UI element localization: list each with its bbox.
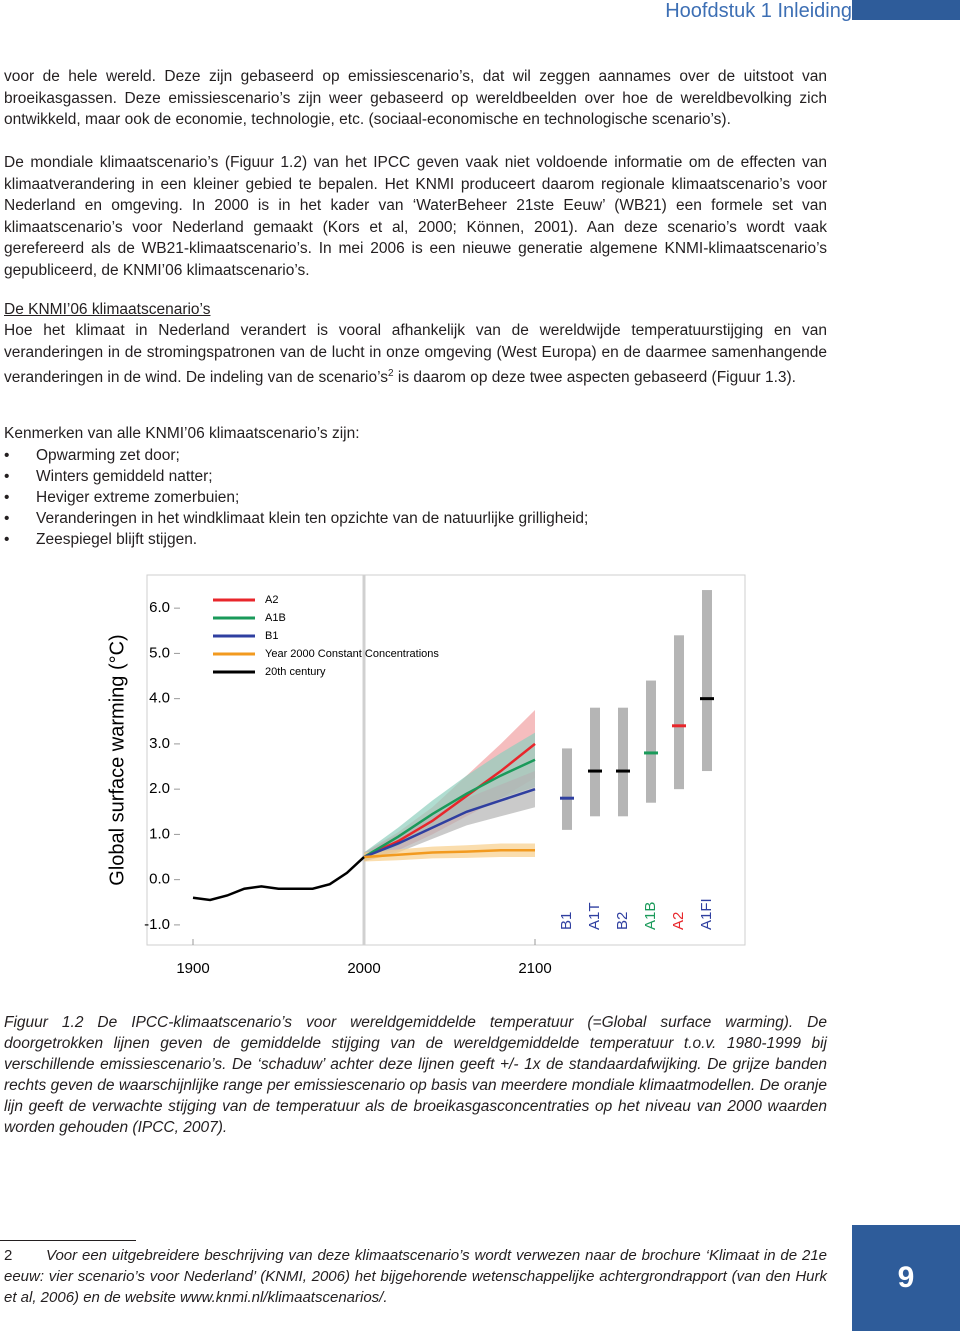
range-bar: [618, 707, 628, 817]
paragraph: De mondiale klimaatscenario’s (Figuur 1.…: [4, 154, 827, 279]
range-label: A1T: [586, 902, 603, 930]
legend-label: A2: [265, 594, 278, 606]
legend-label: A1B: [265, 612, 286, 624]
legend-label: Year 2000 Constant Concentrations: [265, 648, 439, 660]
footnote: 2 Voor een uitgebreidere beschrijving van…: [4, 1245, 827, 1308]
list-intro: Kenmerken van alle KNMI’06 klimaatscenar…: [4, 425, 360, 442]
footnote-rule: [0, 1240, 136, 1241]
footnote-text: Voor een uitgebreidere beschrijving van …: [4, 1247, 827, 1306]
y-tick-label: 1.0: [149, 825, 170, 842]
section-body: Hoe het klimaat in Nederland verandert i…: [4, 320, 827, 389]
y-axis-title: Global surface warming (°C): [106, 634, 128, 885]
section-heading: De KNMI’06 klimaatscenario’s: [4, 301, 211, 318]
range-label: A2: [670, 912, 687, 930]
bullet-item: Opwarming zet door;: [4, 445, 827, 466]
range-bar: [646, 680, 656, 803]
bullet-item: Winters gemiddeld natter;: [4, 466, 827, 487]
x-tick-label: 1900: [176, 960, 209, 975]
header-bar: [852, 0, 960, 20]
legend-label: B1: [265, 630, 278, 642]
footnote-number: 2: [4, 1247, 13, 1264]
legend-label: 20th century: [265, 666, 326, 678]
range-label: A1B: [642, 902, 659, 930]
list-block: Kenmerken van alle KNMI’06 klimaatscenar…: [4, 423, 827, 550]
y-tick-label: 6.0: [149, 599, 170, 616]
chart: Global surface warming (°C) -1.0 0.0 1.0 2.…: [106, 574, 746, 975]
range-label: A1FI: [698, 898, 715, 930]
range-bar: [702, 590, 712, 772]
bullet-list: Opwarming zet door; Winters gemiddeld na…: [4, 445, 827, 550]
y-tick-label: 3.0: [149, 735, 170, 752]
series-line: [363, 758, 536, 859]
range-label: B2: [614, 912, 631, 930]
figure-caption: Figuur 1.2 De IPCC-klimaatscenario’s voo…: [4, 1014, 827, 1136]
uncertainty-band: [364, 732, 535, 862]
paragraph: voor de hele wereld. Deze zijn gebaseerd…: [4, 68, 827, 128]
text: Hoe het klimaat in Nederland verandert i…: [4, 322, 827, 387]
chart-frame: [146, 574, 746, 946]
y-tick-label: 4.0: [149, 690, 170, 707]
footnote-ref: 2: [388, 368, 394, 379]
series-line: [363, 787, 536, 859]
page-number: 9: [852, 1225, 960, 1331]
y-tick-label: -1.0: [144, 916, 170, 933]
bullet-item: Zeespiegel blijft stijgen.: [4, 529, 827, 550]
y-tick-label: 0.0: [149, 871, 170, 888]
x-tick-label: 2000: [347, 960, 380, 975]
series-line: [192, 856, 365, 902]
range-bar: [674, 635, 684, 790]
range-bar: [590, 707, 600, 817]
header-title: Hoofdstuk 1 Inleiding: [665, 0, 852, 22]
bullet-item: Heviger extreme zomerbuien;: [4, 487, 827, 508]
series-line: [363, 742, 536, 859]
y-tick-label: 5.0: [149, 644, 170, 661]
y-tick-label: 2.0: [149, 780, 170, 797]
x-tick-label: 2100: [518, 960, 551, 975]
series-line: [363, 848, 535, 859]
range-label: B1: [558, 912, 575, 930]
text: is daarom op deze twee aspecten gebaseer…: [393, 369, 796, 387]
range-bar: [562, 748, 572, 830]
bullet-item: Veranderingen in het windklimaat klein t…: [4, 508, 827, 529]
